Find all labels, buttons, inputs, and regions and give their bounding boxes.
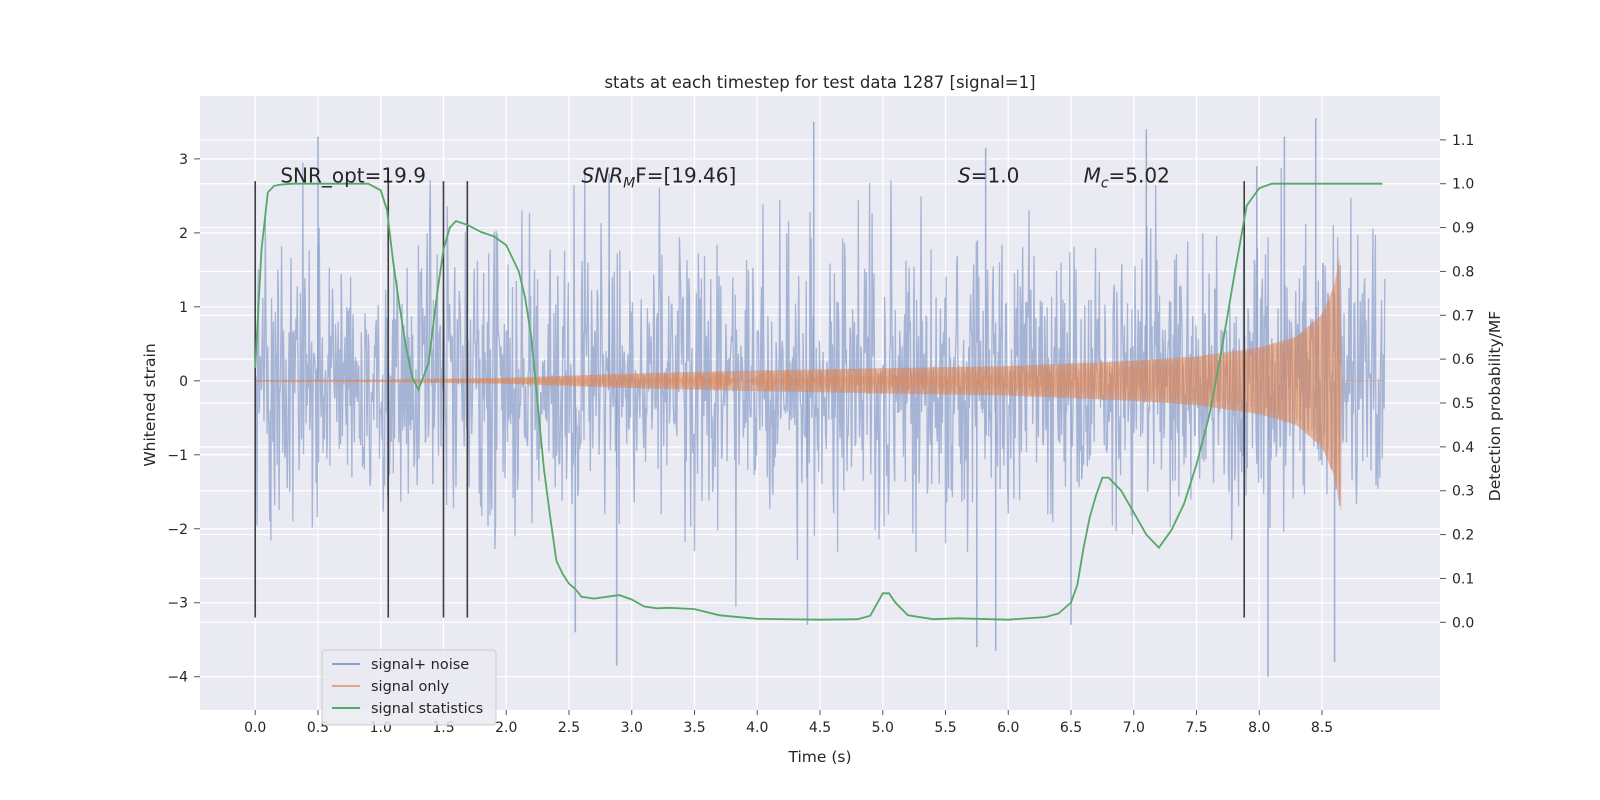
y-left-tick-label: −4 xyxy=(167,670,188,686)
y-left-tick-label: 1 xyxy=(179,300,188,316)
x-tick-label: 8.5 xyxy=(1311,720,1333,736)
y-right-tick-label: 0.8 xyxy=(1452,264,1474,280)
x-tick-label: 4.0 xyxy=(746,720,768,736)
x-axis-label: Time (s) xyxy=(787,748,851,766)
y-axis-right: 1.1 1.0 0.9 0.8 0.7 0.6 0.5 0.4 0.3 0.2 0.1 0.0 xyxy=(1440,133,1474,631)
x-tick-label: 5.0 xyxy=(872,720,894,736)
x-tick-label: 4.5 xyxy=(809,720,831,736)
y-right-tick-label: 0.3 xyxy=(1452,484,1474,500)
y-axis-label-right: Detection probability/MF xyxy=(1486,311,1504,502)
y-right-tick-label: 0.4 xyxy=(1452,440,1474,456)
y-left-tick-label: 2 xyxy=(179,226,188,242)
y-right-tick-label: 0.9 xyxy=(1452,221,1474,237)
y-right-tick-label: 0.2 xyxy=(1452,528,1474,544)
detection-markers xyxy=(254,181,1246,618)
x-tick-label: 5.5 xyxy=(934,720,956,736)
x-tick-label: 8.0 xyxy=(1248,720,1270,736)
x-tick-label: 2.5 xyxy=(558,720,580,736)
annotation-s_val: S=1.0 xyxy=(958,164,1019,188)
y-left-tick-label: 0 xyxy=(179,374,188,390)
annotations: SNR_opt=19.9 SNRMF=[19.46] S=1.0 Mc=5.02 xyxy=(280,164,1170,192)
chart-title: stats at each timestep for test data 128… xyxy=(604,73,1035,92)
y-left-tick-label: 3 xyxy=(179,152,188,168)
y-left-tick-label: −1 xyxy=(167,448,188,464)
y-right-tick-label: 0.6 xyxy=(1452,352,1474,368)
x-tick-label: 6.0 xyxy=(997,720,1019,736)
y-right-tick-label: 0.1 xyxy=(1452,571,1474,587)
x-tick-label: 3.0 xyxy=(621,720,643,736)
annotation-mc_val: Mc=5.02 xyxy=(1084,164,1170,192)
y-right-tick-label: 1.1 xyxy=(1452,133,1474,149)
legend-label-signal-only: signal only xyxy=(371,679,450,695)
y-right-tick-label: 1.0 xyxy=(1452,177,1474,193)
legend: signal+ noise signal only signal statist… xyxy=(321,649,497,726)
x-tick-label: 7.5 xyxy=(1185,720,1207,736)
x-tick-label: 6.5 xyxy=(1060,720,1082,736)
y-right-tick-label: 0.0 xyxy=(1452,615,1474,631)
annotation-snr_opt: SNR_opt=19.9 xyxy=(280,164,426,188)
x-tick-label: 0.0 xyxy=(244,720,266,736)
series-signal-statistics xyxy=(254,182,1383,621)
x-tick-label: 3.5 xyxy=(683,720,705,736)
legend-label-signal-noise: signal+ noise xyxy=(371,657,469,673)
y-left-tick-label: −2 xyxy=(167,522,188,538)
y-axis-left: 3 2 1 0 −1 −2 −3 −4 xyxy=(167,152,200,686)
y-axis-label-left: Whitened strain xyxy=(141,343,159,466)
x-tick-label: 2.0 xyxy=(495,720,517,736)
legend-box xyxy=(321,649,497,726)
series-signal-only xyxy=(254,256,1385,510)
x-tick-label: 7.0 xyxy=(1123,720,1145,736)
y-right-tick-label: 0.7 xyxy=(1452,308,1474,324)
y-left-tick-label: −3 xyxy=(167,596,188,612)
legend-label-signal-statistics: signal statistics xyxy=(371,701,483,717)
y-right-tick-label: 0.5 xyxy=(1452,396,1474,412)
signal-statistics-line xyxy=(254,182,1383,621)
annotation-snr_mf: SNRMF=[19.46] xyxy=(582,164,737,192)
signal-only-line xyxy=(254,263,1385,510)
